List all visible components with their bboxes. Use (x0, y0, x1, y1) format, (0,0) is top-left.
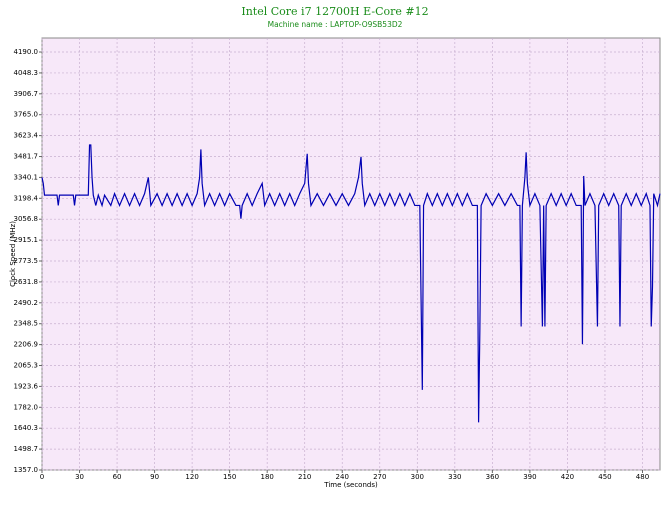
x-tick-label: 360 (486, 473, 499, 481)
y-tick-label: 2631.8 (14, 278, 39, 286)
y-tick-label: 4190.0 (14, 48, 39, 56)
y-tick-label: 2773.5 (14, 257, 39, 265)
y-tick-label: 1923.6 (14, 382, 39, 390)
x-tick-label: 30 (75, 473, 84, 481)
y-tick-label: 3623.4 (14, 132, 39, 140)
y-tick-label: 2065.3 (14, 361, 39, 369)
x-tick-label: 60 (113, 473, 122, 481)
y-tick-label: 1782.0 (14, 403, 39, 411)
y-tick-label: 2490.2 (14, 299, 39, 307)
x-tick-label: 270 (373, 473, 386, 481)
y-tick-label: 3056.8 (14, 215, 39, 223)
data-line (41, 144, 661, 423)
x-tick-label: 480 (636, 473, 649, 481)
y-tick-label: 3340.1 (14, 173, 39, 181)
y-tick-label: 3481.7 (14, 153, 39, 161)
x-tick-label: 300 (411, 473, 424, 481)
y-tick-label: 3906.7 (14, 90, 39, 98)
x-axis-label: Time (seconds) (323, 481, 378, 489)
x-tick-label: 150 (223, 473, 236, 481)
chart-subtitle: Machine name : LAPTOP-O9SB53D2 (268, 20, 403, 29)
x-tick-label: 90 (150, 473, 159, 481)
x-tick-label: 0 (40, 473, 44, 481)
plot-area (41, 37, 661, 471)
x-tick-label: 240 (336, 473, 349, 481)
y-axis-label: Clock Speed (MHz) (9, 221, 17, 287)
x-tick-label: 450 (598, 473, 611, 481)
y-tick-label: 2206.9 (14, 341, 39, 349)
y-tick-label: 1498.7 (14, 445, 39, 453)
x-tick-label: 210 (298, 473, 311, 481)
chart-title: Intel Core i7 12700H E-Core #12 (241, 5, 428, 18)
y-tick-label: 3198.4 (14, 194, 39, 202)
y-tick-label: 2348.5 (14, 320, 39, 328)
y-tick-label: 2915.1 (14, 236, 39, 244)
y-tick-label: 1357.0 (14, 466, 39, 474)
x-tick-label: 180 (260, 473, 273, 481)
x-tick-label: 120 (185, 473, 198, 481)
y-tick-label: 1640.3 (14, 424, 39, 432)
x-tick-label: 330 (448, 473, 461, 481)
x-tick-label: 420 (561, 473, 574, 481)
y-tick-label: 3765.0 (14, 111, 39, 119)
x-tick-label: 390 (523, 473, 536, 481)
y-tick-label: 4048.3 (14, 69, 39, 77)
